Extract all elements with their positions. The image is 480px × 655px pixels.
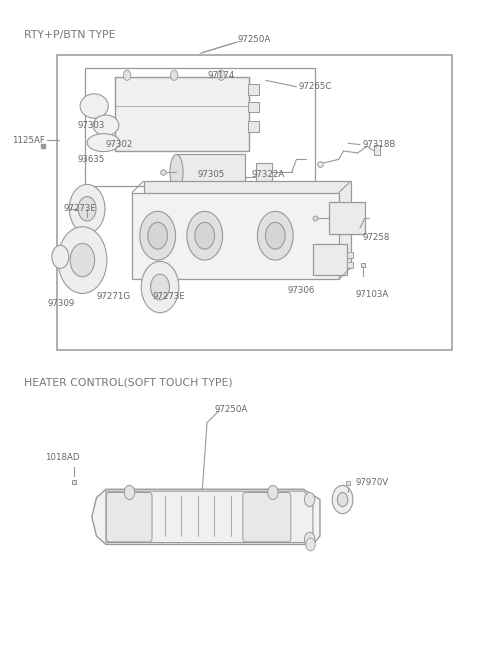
FancyBboxPatch shape [243,493,291,542]
Bar [347,252,353,258]
Circle shape [306,538,315,551]
Polygon shape [92,489,320,544]
Text: 97970V: 97970V [355,478,388,487]
Text: 97265C: 97265C [299,83,332,91]
Text: 97273E: 97273E [63,204,96,214]
Ellipse shape [87,134,120,151]
Text: 93635: 93635 [78,155,105,164]
Circle shape [124,485,134,500]
Bar [177,154,245,189]
Text: 97322A: 97322A [252,170,285,179]
Circle shape [140,212,176,260]
Text: 1018AD: 1018AD [45,453,79,462]
Circle shape [148,222,168,249]
Bar [256,163,272,181]
Circle shape [187,212,223,260]
Circle shape [58,227,107,293]
Ellipse shape [93,115,119,136]
Circle shape [78,196,96,221]
Circle shape [69,184,105,233]
Circle shape [52,246,69,269]
Text: 97302: 97302 [106,140,133,149]
Bar [144,181,350,268]
Text: 1125AF: 1125AF [12,136,45,145]
Text: 97303: 97303 [78,121,105,130]
Bar [57,54,452,350]
Ellipse shape [80,94,108,119]
Bar [347,262,353,269]
Text: 97273E: 97273E [153,292,186,301]
Circle shape [217,70,225,81]
Ellipse shape [170,155,183,190]
Bar [313,244,347,275]
Bar [249,121,259,132]
Circle shape [268,485,278,500]
Text: 97250A: 97250A [214,405,247,414]
Text: 97258: 97258 [362,233,390,242]
Bar [249,84,259,95]
Text: RTY+P/BTN TYPE: RTY+P/BTN TYPE [24,30,115,41]
Text: 97250A: 97250A [238,35,271,45]
Circle shape [265,222,285,249]
Bar [132,193,339,279]
Bar [115,77,250,151]
Bar [249,102,259,113]
Text: 97306: 97306 [287,286,314,295]
Circle shape [337,493,348,506]
Polygon shape [106,491,313,542]
FancyBboxPatch shape [107,493,152,542]
Bar [329,202,365,234]
Circle shape [70,244,95,277]
Text: 97305: 97305 [198,170,225,179]
Circle shape [151,274,169,300]
Circle shape [304,493,315,506]
Circle shape [123,70,131,81]
Text: HEATER CONTROL(SOFT TOUCH TYPE): HEATER CONTROL(SOFT TOUCH TYPE) [24,377,232,387]
Text: 97103A: 97103A [355,290,388,299]
Circle shape [170,70,178,81]
Bar [85,67,315,186]
Circle shape [141,261,179,312]
Circle shape [257,212,293,260]
Bar [374,145,380,155]
Text: 97309: 97309 [47,299,74,308]
Text: 97271G: 97271G [96,292,131,301]
Circle shape [195,222,215,249]
Circle shape [304,533,315,546]
Circle shape [332,485,353,514]
Text: 97318B: 97318B [362,140,396,149]
Text: 97174: 97174 [207,71,234,81]
